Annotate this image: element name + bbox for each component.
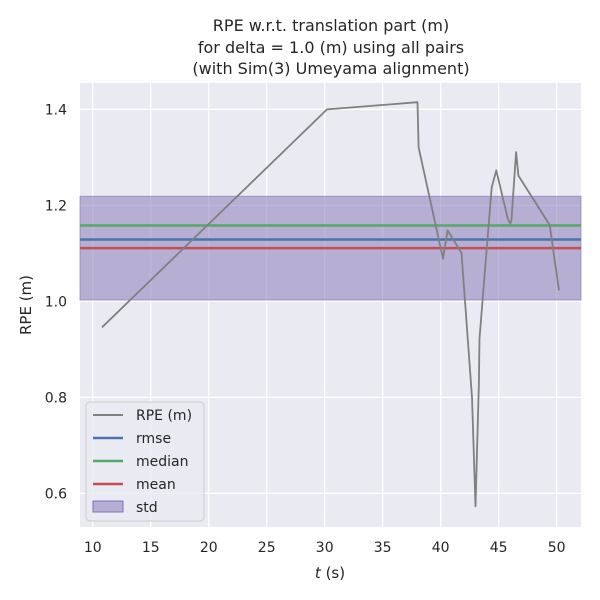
chart-title-line-1: RPE w.r.t. translation part (m) bbox=[213, 16, 449, 35]
stat-lines-layer bbox=[80, 224, 581, 250]
x-tick-labels: 10 15 20 25 30 35 40 45 50 bbox=[84, 540, 566, 556]
legend-label-mean: mean bbox=[136, 477, 176, 493]
x-axis-label-var: t bbox=[315, 564, 322, 582]
legend-label-std: std bbox=[136, 500, 158, 516]
legend-label-rmse: rmse bbox=[136, 431, 171, 447]
x-axis-label: t (s) bbox=[315, 564, 345, 582]
y-tick-label-0: 0.6 bbox=[45, 486, 67, 502]
legend-item-rpe: RPE (m) bbox=[93, 408, 192, 424]
series-line-rpe bbox=[101, 101, 560, 508]
legend: RPE (m) rmse median mean std bbox=[85, 401, 205, 522]
x-tick-label-6: 40 bbox=[432, 540, 450, 556]
legend-label-median: median bbox=[136, 454, 188, 470]
x-tick-label-7: 45 bbox=[490, 540, 508, 556]
legend-label-rpe: RPE (m) bbox=[136, 408, 192, 424]
x-tick-label-3: 25 bbox=[258, 540, 276, 556]
legend-item-rmse: rmse bbox=[93, 431, 171, 447]
x-tick-label-2: 20 bbox=[200, 540, 218, 556]
y-tick-label-1: 0.8 bbox=[45, 390, 67, 406]
legend-item-mean: mean bbox=[93, 477, 176, 493]
y-axis-label: RPE (m) bbox=[17, 275, 35, 335]
x-axis-label-unit: (s) bbox=[321, 564, 345, 582]
y-tick-label-4: 1.4 bbox=[45, 102, 67, 118]
x-tick-label-4: 30 bbox=[316, 540, 334, 556]
legend-swatch-std bbox=[92, 500, 124, 513]
series-layer bbox=[101, 101, 560, 508]
chart-title-line-3: (with Sim(3) Umeyama alignment) bbox=[192, 59, 469, 78]
legend-item-std: std bbox=[92, 500, 158, 516]
legend-item-median: median bbox=[93, 454, 188, 470]
y-tick-labels: 0.6 0.8 1.0 1.2 1.4 bbox=[45, 102, 67, 502]
y-tick-label-2: 1.0 bbox=[45, 294, 67, 310]
y-tick-label-3: 1.2 bbox=[45, 198, 67, 214]
legend-box bbox=[85, 401, 205, 522]
x-tick-label-1: 15 bbox=[142, 540, 160, 556]
x-tick-label-0: 10 bbox=[84, 540, 102, 556]
x-tick-label-8: 50 bbox=[548, 540, 566, 556]
chart-title-line-2: for delta = 1.0 (m) using all pairs bbox=[198, 38, 464, 57]
x-tick-label-5: 35 bbox=[374, 540, 392, 556]
